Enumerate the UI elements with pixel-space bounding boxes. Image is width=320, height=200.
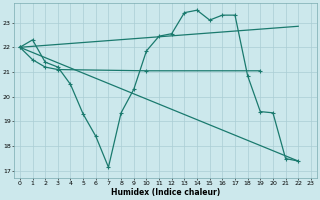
X-axis label: Humidex (Indice chaleur): Humidex (Indice chaleur) (111, 188, 220, 197)
